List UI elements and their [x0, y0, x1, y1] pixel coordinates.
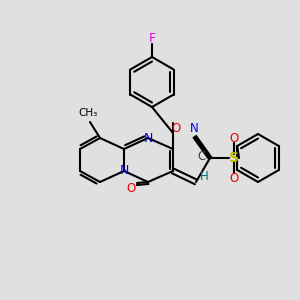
Text: O: O [126, 182, 136, 196]
Text: F: F [148, 32, 156, 44]
Text: O: O [230, 172, 238, 184]
Text: CH₃: CH₃ [78, 108, 98, 118]
Text: H: H [200, 170, 208, 184]
Text: C: C [198, 149, 206, 163]
Text: N: N [190, 122, 198, 136]
Text: S: S [229, 151, 239, 165]
Text: N: N [143, 131, 153, 145]
Text: N: N [119, 164, 129, 178]
Text: O: O [171, 122, 181, 134]
Text: O: O [230, 131, 238, 145]
